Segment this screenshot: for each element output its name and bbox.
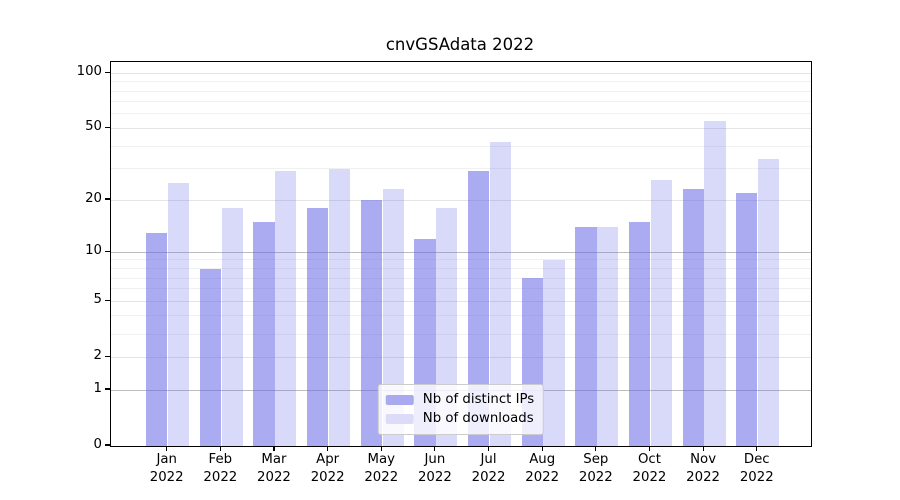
x-tick-label-jul: Jul 2022 (471, 452, 506, 485)
y-tick-mark (105, 71, 110, 73)
x-tick-label-oct: Oct 2022 (632, 452, 667, 485)
x-tick-label-dec: Dec 2022 (739, 452, 774, 485)
bar-downloads-apr (328, 168, 351, 446)
y-tick-mark (105, 355, 110, 357)
gridline-7 (111, 277, 811, 279)
legend-swatch-downloads (385, 413, 414, 424)
bar-downloads-feb (221, 208, 243, 446)
bar-distinct-ips-mar (253, 222, 275, 446)
bar-distinct-ips-oct (628, 222, 651, 446)
x-tick-mark (434, 446, 436, 451)
bar-distinct-ips-jul (468, 171, 490, 446)
y-tick-mark (105, 444, 110, 446)
legend: Nb of distinct IPs Nb of downloads (377, 384, 545, 435)
y-tick-mark (105, 299, 110, 301)
bar-distinct-ips-may (360, 200, 382, 446)
gridline-3 (111, 333, 811, 335)
bar-downloads-oct (650, 179, 672, 446)
y-tick-label-2: 2 (93, 348, 102, 364)
gridline-8 (111, 268, 811, 269)
bar-distinct-ips-feb (199, 268, 222, 446)
y-tick-label-5: 5 (93, 292, 102, 308)
y-tick-label-20: 20 (85, 191, 102, 207)
gridline-10 (111, 251, 811, 253)
x-tick-mark (380, 446, 382, 451)
gridline-2 (111, 356, 811, 358)
gridline-70 (111, 101, 811, 103)
gridline-6 (111, 288, 811, 290)
legend-label-distinct-ips: Nb of distinct IPs (422, 392, 535, 407)
bar-downloads-dec (758, 158, 780, 446)
x-tick-mark (273, 446, 275, 451)
bar-distinct-ips-nov (682, 189, 704, 446)
gridline-100 (111, 72, 811, 74)
y-tick-mark (105, 250, 110, 252)
x-tick-mark (327, 446, 329, 451)
gridline-4 (111, 315, 811, 317)
gridline-60 (111, 113, 811, 115)
x-tick-mark (756, 446, 758, 451)
chart-title: cnvGSAdata 2022 (385, 35, 535, 54)
gridline-90 (111, 81, 811, 83)
gridline-50 (111, 127, 811, 129)
x-tick-label-sep: Sep 2022 (578, 452, 613, 485)
x-tick-mark (487, 446, 490, 451)
bar-downloads-nov (704, 120, 726, 446)
bar-downloads-aug (543, 260, 565, 446)
x-tick-mark (219, 446, 221, 451)
gridline-30 (111, 168, 811, 170)
gridline-80 (111, 90, 811, 92)
x-tick-mark (541, 446, 543, 451)
bar-downloads-mar (275, 171, 297, 446)
x-tick-label-jan: Jan 2022 (149, 452, 184, 485)
x-tick-label-aug: Aug 2022 (525, 452, 560, 485)
y-tick-mark (105, 126, 110, 128)
bar-distinct-ips-dec (736, 192, 758, 446)
x-tick-label-feb: Feb 2022 (203, 452, 238, 485)
x-tick-label-nov: Nov 2022 (686, 452, 721, 485)
gridline-9 (111, 259, 811, 261)
y-tick-label-50: 50 (85, 119, 102, 135)
bar-distinct-ips-sep (575, 227, 597, 446)
y-tick-label-100: 100 (76, 64, 102, 80)
bar-downloads-sep (597, 227, 619, 446)
x-tick-mark (702, 446, 704, 451)
legend-label-downloads: Nb of downloads (422, 411, 534, 426)
legend-item-downloads: Nb of downloads (385, 409, 534, 428)
bar-distinct-ips-jan (146, 232, 168, 446)
y-tick-mark (105, 198, 110, 200)
gridline-5 (111, 300, 811, 302)
plot-area: Nb of distinct IPs Nb of downloads (110, 61, 812, 447)
y-tick-label-0: 0 (93, 437, 102, 452)
legend-item-distinct-ips: Nb of distinct IPs (385, 390, 535, 409)
x-tick-mark (595, 446, 597, 451)
legend-swatch-distinct-ips (385, 394, 414, 405)
x-tick-label-mar: Mar 2022 (257, 452, 291, 485)
x-tick-label-jun: Jun 2022 (417, 452, 452, 485)
x-tick-mark (648, 446, 651, 451)
x-tick-label-apr: Apr 2022 (310, 452, 345, 485)
x-tick-mark (166, 446, 168, 451)
bar-downloads-may (382, 189, 404, 446)
y-tick-label-1: 1 (93, 381, 102, 396)
bar-downloads-jul (489, 142, 512, 446)
bar-distinct-ips-apr (307, 208, 329, 446)
x-tick-label-may: May 2022 (364, 452, 399, 485)
gridline-20 (111, 199, 811, 201)
y-tick-label-10: 10 (85, 243, 102, 259)
gridline-40 (111, 145, 811, 147)
bar-downloads-jan (168, 182, 190, 446)
y-tick-mark (105, 388, 110, 390)
